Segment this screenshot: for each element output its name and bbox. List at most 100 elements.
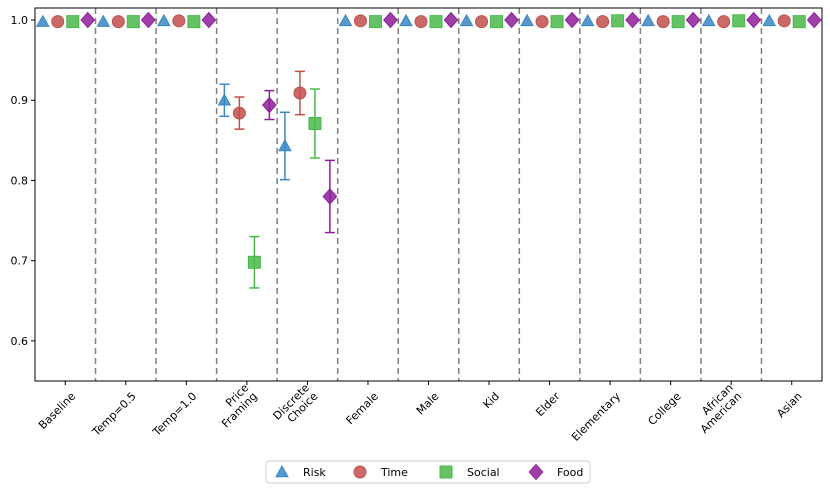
x-tick-label-line: Male: [414, 390, 442, 418]
data-point: [504, 11, 519, 29]
series-time: [51, 14, 791, 130]
data-point: [293, 86, 307, 100]
legend-box: [265, 460, 591, 484]
data-point: [278, 138, 292, 152]
x-tick-label: Temp=0.5: [89, 390, 139, 440]
x-tick-label: Elementary: [569, 389, 623, 443]
data-point: [490, 15, 504, 29]
data-point: [140, 11, 156, 29]
data-point: [383, 11, 398, 29]
data-point: [217, 93, 232, 106]
data-point: [399, 13, 413, 27]
legend-label-time: Time: [380, 466, 408, 479]
x-tick-label: Female: [344, 390, 381, 427]
data-point: [51, 15, 65, 29]
data-point: [247, 255, 261, 269]
data-point: [535, 15, 549, 29]
x-tick-label: Male: [414, 390, 442, 418]
data-point: [746, 11, 762, 29]
x-tick-label-line: College: [645, 390, 683, 428]
data-point: [611, 14, 625, 28]
x-tick-label-line: Elder: [533, 389, 563, 419]
data-point: [429, 15, 443, 29]
series-food: [80, 11, 822, 234]
legend-label-risk: Risk: [303, 466, 326, 479]
data-point: [443, 11, 459, 29]
x-tick-label: AfricanAmerican: [689, 381, 744, 436]
data-point: [717, 15, 731, 29]
data-point: [261, 96, 277, 114]
separator-lines: [94, 8, 763, 381]
data-point: [701, 13, 716, 27]
data-point: [732, 14, 746, 28]
series-social: [66, 14, 806, 289]
data-point: [777, 14, 791, 28]
legend-marker-time: [353, 465, 367, 479]
data-point: [671, 15, 685, 29]
x-tick-label: Asian: [774, 390, 804, 420]
data-point: [187, 15, 201, 29]
data-point: [368, 15, 382, 29]
data-point: [126, 15, 140, 29]
data-point: [550, 15, 564, 29]
data-point: [580, 13, 595, 27]
legend-marker-social: [439, 465, 453, 479]
y-tick-label: 0.6: [11, 335, 29, 348]
data-point: [762, 13, 777, 27]
data-point: [656, 15, 670, 29]
y-tick-label: 1.0: [11, 14, 29, 27]
x-tick-label-line: Female: [344, 390, 381, 427]
x-tick-label-line: Temp=1.0: [150, 390, 200, 440]
legend-marker-food: [528, 463, 544, 481]
data-point: [201, 11, 217, 29]
y-tick-label: 0.8: [11, 174, 29, 187]
data-point: [459, 13, 474, 27]
data-point: [232, 106, 246, 120]
data-point: [596, 15, 610, 29]
legend: Risk Time Social Food: [265, 460, 591, 484]
x-tick-label: College: [645, 390, 683, 428]
data-marks: [35, 11, 822, 289]
data-point: [792, 15, 806, 29]
x-tick-label-line: Kid: [481, 390, 502, 411]
x-tick-label: Kid: [481, 390, 502, 411]
data-point: [641, 13, 656, 27]
x-tick-label: DiscreteChoice: [271, 381, 321, 431]
x-tick-label: PriceFraming: [211, 381, 260, 430]
data-point: [475, 15, 489, 29]
data-point: [156, 13, 171, 27]
x-tick-label: Elder: [533, 389, 563, 419]
data-point: [111, 15, 125, 29]
series-risk: [35, 13, 777, 181]
data-point: [66, 15, 80, 29]
legend-label-social: Social: [467, 466, 500, 479]
x-tick-label: Baseline: [36, 390, 78, 432]
data-point: [685, 11, 701, 29]
x-axis: Baseline Temp=0.5 Temp=1.0 PriceFraming Disc…: [36, 381, 805, 444]
data-point: [338, 13, 353, 27]
data-point: [806, 11, 822, 29]
y-tick-label: 0.9: [11, 94, 29, 107]
data-point: [353, 14, 367, 28]
x-tick-label-line: Asian: [774, 390, 804, 420]
data-point: [625, 11, 641, 29]
x-tick-label-line: Baseline: [36, 390, 78, 432]
data-point: [80, 11, 96, 29]
y-axis: 0.6 0.7 0.8 0.9 1.0: [11, 14, 35, 348]
x-tick-label-line: Temp=0.5: [89, 390, 139, 440]
data-point: [520, 13, 534, 27]
plot-frame: [34, 7, 823, 382]
x-tick-label: Temp=1.0: [150, 390, 200, 440]
y-tick-label: 0.7: [11, 255, 29, 268]
data-point: [322, 188, 338, 205]
data-point: [564, 11, 580, 29]
x-tick-label-line: Elementary: [569, 389, 623, 443]
legend-label-food: Food: [557, 466, 583, 479]
data-point: [35, 14, 50, 27]
data-point: [308, 117, 322, 131]
data-point: [172, 14, 186, 28]
legend-marker-risk: [275, 464, 289, 478]
data-point: [414, 15, 428, 29]
data-point: [96, 14, 111, 27]
